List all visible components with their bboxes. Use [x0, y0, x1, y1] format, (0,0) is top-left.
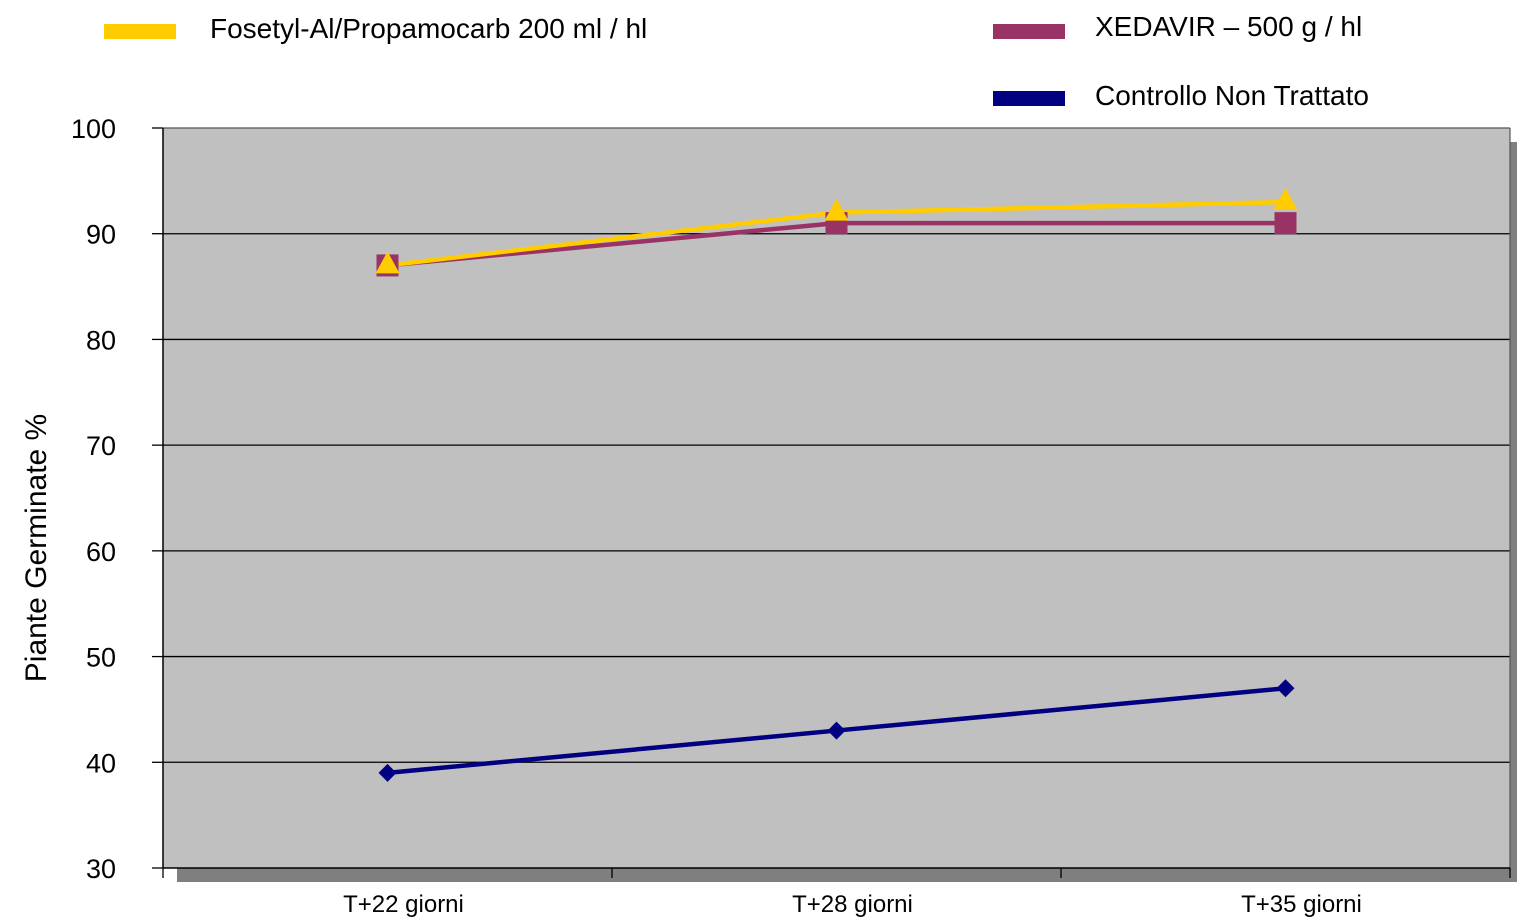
x-tick-label-3: T+35 giorni [1241, 891, 1362, 918]
y-tick-label-80: 80 [86, 325, 116, 355]
legend: Fosetyl-Al/Propamocarb 200 ml / hl XEDAV… [104, 11, 1369, 111]
legend-swatch-fosetyl [104, 24, 176, 39]
y-tick-label-50: 50 [86, 643, 116, 673]
legend-label-fosetyl: Fosetyl-Al/Propamocarb 200 ml / hl [210, 13, 647, 44]
y-axis-tick-labels: 30 40 50 60 70 80 90 100 [71, 114, 116, 884]
plot-area [163, 128, 1510, 868]
y-tick-label-60: 60 [86, 537, 116, 567]
data-point-controllo-3 [1276, 679, 1295, 698]
data-point-xedavir-3 [1274, 212, 1297, 235]
x-axis-tick-labels: T+22 giorni T+28 giorni T+35 giorni [343, 891, 1362, 918]
legend-swatch-controllo [993, 91, 1065, 106]
x-tick-label-2: T+28 giorni [792, 891, 913, 918]
y-tick-label-100: 100 [71, 114, 116, 144]
y-tick-label-70: 70 [86, 431, 116, 461]
data-point-fosetyl-1 [375, 251, 400, 274]
series-markers [375, 188, 1298, 782]
axes [152, 127, 1511, 878]
data-point-fosetyl-3 [1273, 188, 1298, 210]
y-tick-label-90: 90 [86, 220, 116, 250]
legend-label-controllo: Controllo Non Trattato [1095, 80, 1369, 111]
y-tick-label-40: 40 [86, 748, 116, 778]
legend-item-fosetyl: Fosetyl-Al/Propamocarb 200 ml / hl [104, 13, 647, 44]
y-axis-title: Piante Germinate % [20, 414, 53, 682]
legend-swatch-xedavir [993, 24, 1065, 39]
legend-item-xedavir: XEDAVIR – 500 g / hl [993, 11, 1362, 42]
x-tick-label-1: T+22 giorni [343, 891, 464, 918]
data-point-controllo-2 [827, 721, 846, 740]
legend-label-xedavir: XEDAVIR – 500 g / hl [1095, 11, 1362, 42]
data-point-fosetyl-2 [824, 198, 849, 221]
data-point-controllo-1 [378, 763, 397, 782]
legend-item-controllo: Controllo Non Trattato [993, 80, 1369, 111]
y-tick-label-30: 30 [86, 854, 116, 884]
